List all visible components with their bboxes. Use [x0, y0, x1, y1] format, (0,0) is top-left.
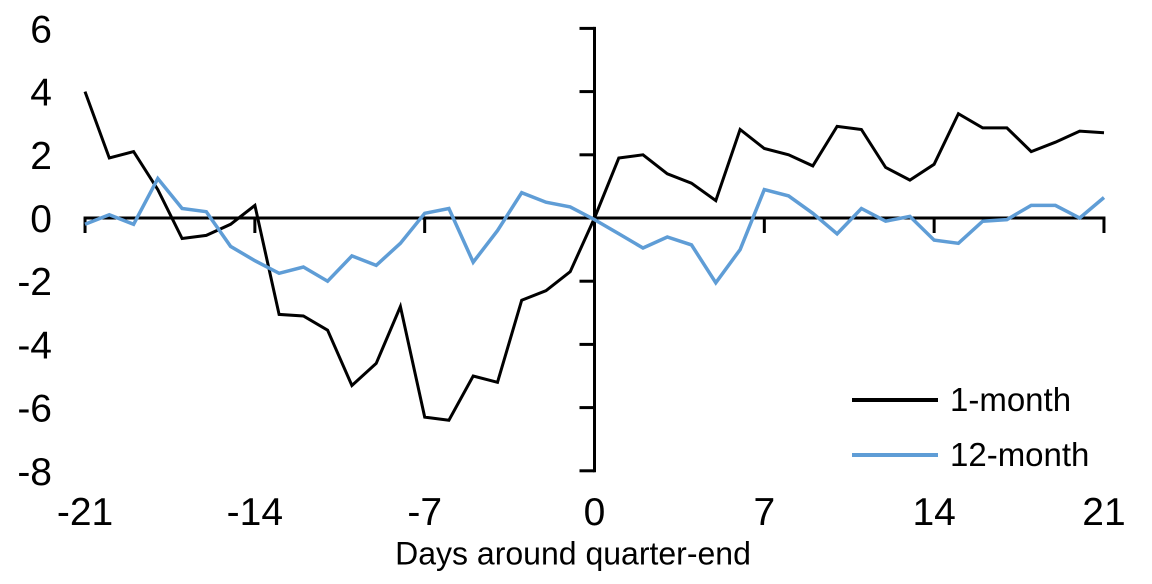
y-tick-label: -8	[17, 451, 52, 494]
x-tick-label: -7	[407, 491, 442, 534]
y-tick-label: 6	[30, 8, 52, 51]
y-tick-label: 4	[30, 72, 52, 115]
x-tick-label: 21	[1082, 491, 1125, 534]
x-tick-label: -21	[57, 491, 113, 534]
y-tick-label: 2	[30, 135, 52, 178]
y-tick-label: 0	[30, 198, 52, 241]
y-tick-label: -2	[17, 261, 52, 304]
x-tick-label: 14	[912, 491, 955, 534]
data-series	[83, 91, 1106, 422]
y-tick-label: -4	[17, 324, 52, 367]
x-axis-title: Days around quarter-end	[395, 535, 751, 572]
x-tick-label: -14	[227, 491, 283, 534]
x-tick-label: 0	[584, 491, 606, 534]
y-tick-label: -6	[17, 388, 52, 431]
series-line-12-month	[84, 175, 1106, 286]
axis-labels: -21 -14 -7 0 7 14 21 6 4 2 0 -2 -4 -6 -8	[17, 8, 1125, 534]
x-tick-label: 7	[753, 491, 775, 534]
